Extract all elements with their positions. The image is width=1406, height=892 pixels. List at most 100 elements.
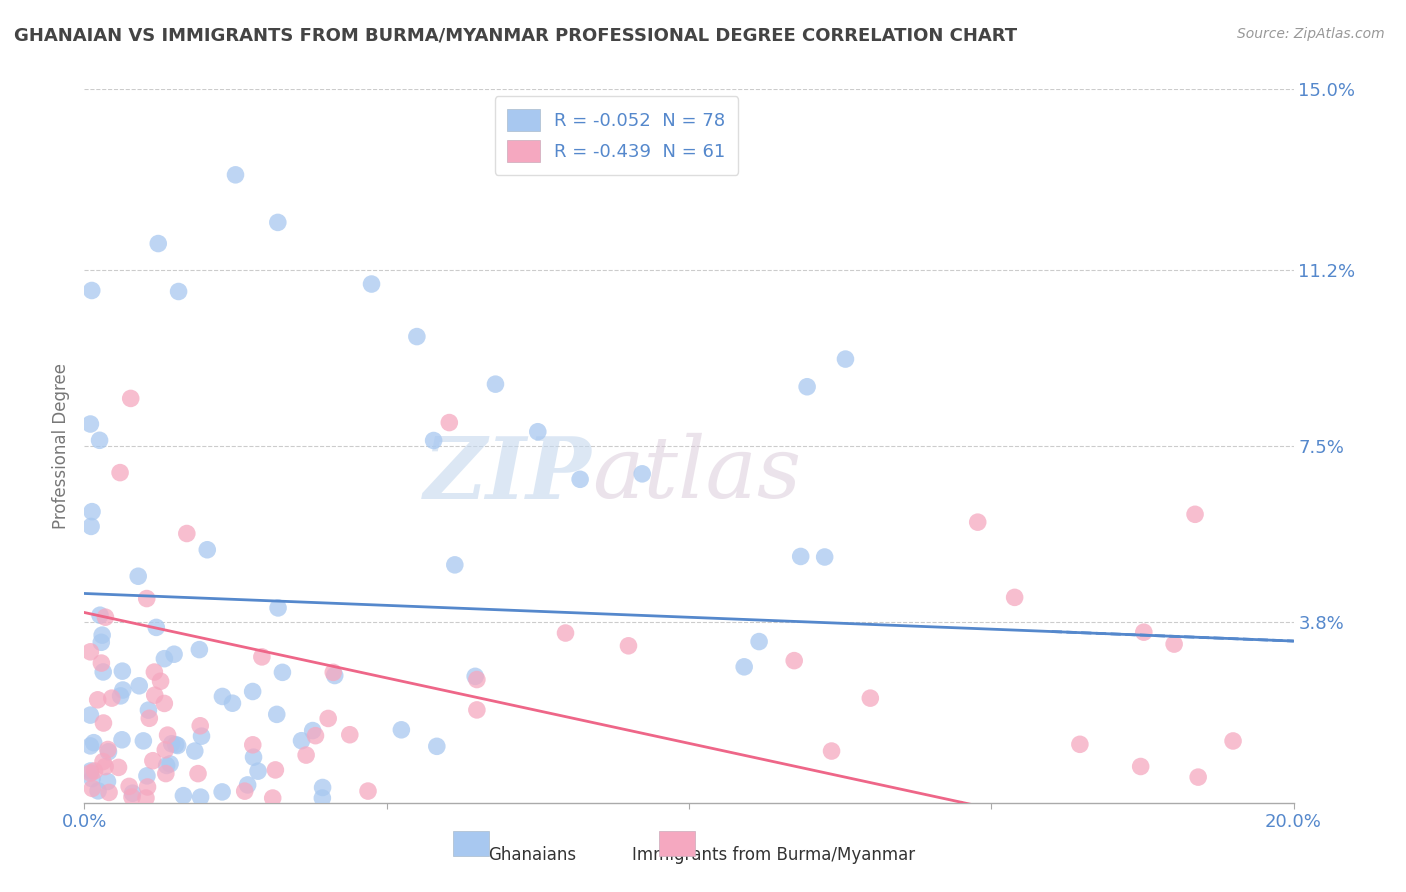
Point: [89, 434, 111, 448]
Point: [242, 684, 264, 698]
Point: [195, 542, 218, 557]
Point: [108, 466, 131, 480]
Point: [138, 711, 160, 725]
Point: [79, 766, 101, 780]
Point: [271, 665, 294, 680]
Point: [121, 790, 143, 805]
Point: [264, 763, 287, 777]
Point: [155, 766, 177, 780]
Point: [111, 683, 134, 698]
Point: [127, 569, 149, 583]
Point: [89, 608, 111, 623]
Point: [167, 285, 190, 299]
Point: [783, 654, 806, 668]
Point: [796, 380, 818, 394]
Point: [834, 352, 856, 367]
Point: [91, 755, 114, 769]
Point: [80, 284, 103, 298]
Point: [814, 549, 837, 564]
Point: [83, 736, 105, 750]
Point: [142, 754, 165, 768]
Point: [187, 766, 209, 780]
Point: [165, 738, 187, 752]
Point: [250, 649, 273, 664]
Point: [733, 660, 755, 674]
Point: [465, 673, 488, 687]
Point: [153, 697, 176, 711]
Point: [1187, 770, 1209, 784]
Point: [155, 743, 177, 757]
Point: [143, 688, 166, 702]
Point: [1069, 737, 1091, 751]
Point: [79, 708, 101, 723]
Point: [631, 467, 654, 481]
Point: [406, 329, 429, 343]
Point: [859, 691, 882, 706]
Point: [153, 651, 176, 665]
Y-axis label: Professional Degree: Professional Degree: [52, 363, 70, 529]
Point: [247, 764, 270, 779]
Point: [1004, 591, 1026, 605]
Point: [266, 707, 288, 722]
Point: [172, 789, 194, 803]
Point: [101, 691, 124, 706]
Point: [748, 634, 770, 648]
Point: [91, 665, 114, 679]
Point: [389, 723, 412, 737]
Bar: [659, 831, 695, 856]
Point: [290, 733, 312, 747]
Point: [820, 744, 842, 758]
Point: [156, 728, 179, 742]
Point: [149, 674, 172, 689]
Point: [211, 785, 233, 799]
Point: [211, 690, 233, 704]
Point: [465, 703, 488, 717]
Point: [136, 780, 159, 794]
Point: [966, 515, 988, 529]
Point: [143, 665, 166, 679]
Point: [360, 277, 382, 291]
Point: [86, 693, 108, 707]
Text: Ghanaians: Ghanaians: [488, 846, 576, 863]
Point: [233, 784, 256, 798]
Point: [339, 728, 361, 742]
Point: [316, 711, 339, 725]
Point: [79, 645, 101, 659]
Point: [184, 744, 207, 758]
Point: [80, 519, 103, 533]
Point: [166, 739, 188, 753]
Point: [121, 786, 143, 800]
Point: [132, 734, 155, 748]
Text: GHANAIAN VS IMMIGRANTS FROM BURMA/MYANMAR PROFESSIONAL DEGREE CORRELATION CHART: GHANAIAN VS IMMIGRANTS FROM BURMA/MYANMA…: [14, 27, 1017, 45]
Point: [221, 696, 243, 710]
Point: [301, 723, 323, 738]
Point: [80, 772, 103, 786]
Point: [323, 668, 346, 682]
Point: [107, 760, 129, 774]
Point: [145, 620, 167, 634]
Point: [311, 791, 333, 805]
Point: [190, 729, 212, 743]
Point: [97, 742, 120, 756]
Point: [311, 780, 333, 795]
Point: [262, 791, 284, 805]
Text: Source: ZipAtlas.com: Source: ZipAtlas.com: [1237, 27, 1385, 41]
Point: [156, 758, 179, 772]
Text: atlas: atlas: [592, 434, 801, 516]
Point: [789, 549, 811, 564]
Point: [138, 703, 160, 717]
Point: [160, 737, 183, 751]
Text: Immigrants from Burma/Myanmar: Immigrants from Burma/Myanmar: [633, 846, 915, 863]
Bar: [453, 831, 489, 856]
Point: [98, 785, 121, 799]
Point: [97, 745, 120, 759]
Point: [110, 689, 132, 703]
Point: [188, 642, 211, 657]
Point: [464, 669, 486, 683]
Point: [526, 126, 548, 140]
Point: [148, 236, 170, 251]
Point: [96, 774, 118, 789]
Point: [1129, 759, 1152, 773]
Point: [80, 505, 103, 519]
Point: [94, 759, 117, 773]
